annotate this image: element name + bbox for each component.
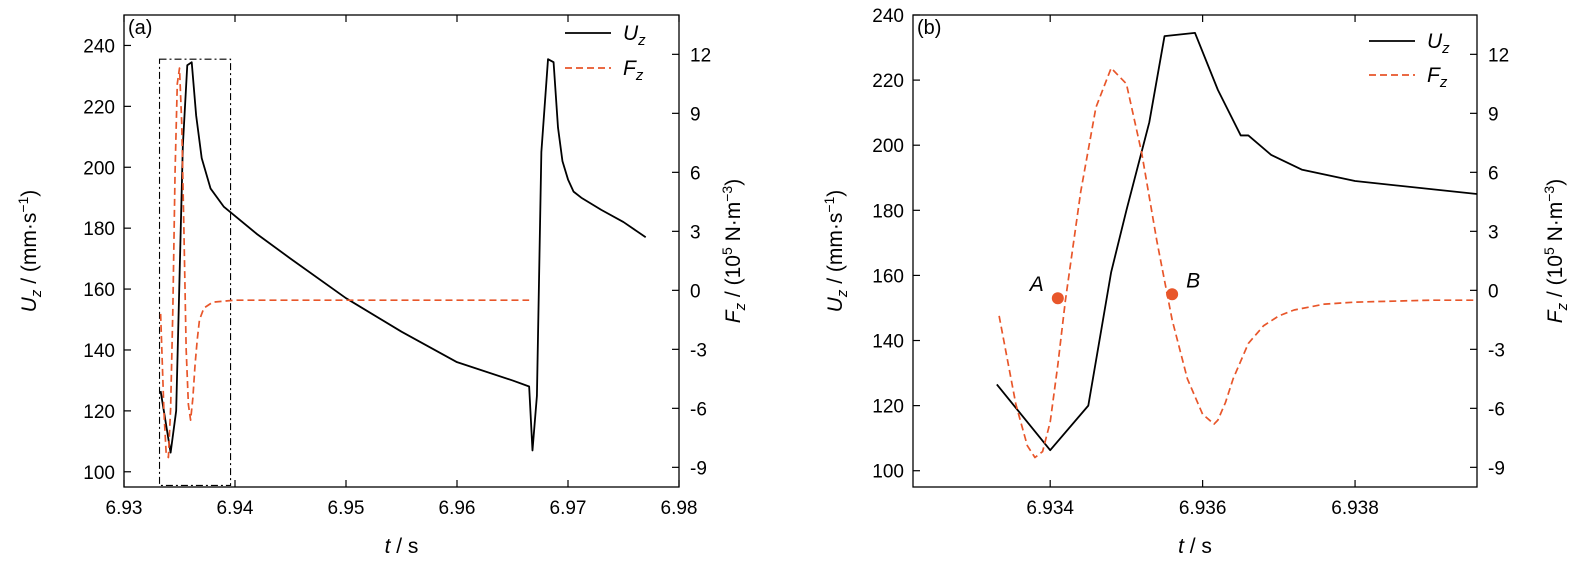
y-left-tick-label: 240 [872,6,904,27]
zoom-box [158,58,232,487]
y-left-tick-label: 220 [872,71,904,92]
y-right-tick-label: 9 [1488,104,1499,125]
series-line-uz [159,58,647,454]
series-line-uz [996,32,1477,452]
legend-label-uz: Uz [623,22,646,49]
series-line-fz [998,67,1477,459]
x-tick-label: 6.95 [328,498,365,519]
y-left-tick-label: 200 [83,158,115,179]
y-left-tick-label: 100 [83,463,115,484]
y-right-tick-label: 12 [1488,45,1509,66]
y-right-tick-label: -3 [690,340,707,361]
legend-label-uz: Uz [1427,30,1450,57]
y-left-tick-label: 160 [872,266,904,287]
panel-label: (b) [917,17,941,39]
plot-frame [123,14,680,488]
y-right-tick-label: 9 [690,104,701,125]
series-line-fz [159,67,530,459]
y-left-tick-label: 160 [83,280,115,301]
y-right-tick-label: 12 [690,45,711,66]
y-right-tick-label: 6 [1488,163,1499,184]
y-left-axis-label: Uz / (mm·s−1) [15,190,45,313]
x-tick-label: 6.934 [1026,498,1074,519]
chart-panel-b: (b)6.934 6.936 6.9381001201401601802002202… [821,6,1571,558]
x-tick-label: 6.938 [1331,498,1379,519]
y-left-tick-label: 200 [872,136,904,157]
panel-label: (a) [128,17,152,39]
legend-label-fz: Fz [1427,64,1448,91]
y-right-tick-label: -6 [1488,399,1505,420]
y-left-tick-label: 240 [83,36,115,57]
marker-point-a [1051,292,1064,305]
y-right-tick-label: -6 [690,399,707,420]
y-right-axis-label: Fz / (105 N·m−3) [1541,179,1571,323]
y-right-tick-label: -9 [690,458,707,479]
y-left-tick-label: 220 [83,97,115,118]
y-right-tick-label: -9 [1488,458,1505,479]
y-right-tick-label: 0 [1488,281,1499,302]
x-tick-label: 6.96 [439,498,476,519]
y-right-tick-label: 3 [1488,222,1499,243]
y-right-tick-label: -3 [1488,340,1505,361]
marker-point-b [1166,288,1179,301]
y-left-tick-label: 180 [872,201,904,222]
y-left-tick-label: 140 [872,332,904,353]
plot-frame [912,14,1478,488]
marker-label-b: B [1186,269,1200,292]
x-tick-label: 6.94 [217,498,254,519]
y-left-tick-label: 140 [83,341,115,362]
y-right-tick-label: 0 [690,281,701,302]
y-right-axis-label: Fz / (105 N·m−3) [719,179,749,323]
marker-label-a: A [1028,273,1044,296]
x-axis-label: t / s [1178,535,1212,558]
x-tick-label: 6.97 [550,498,587,519]
x-tick-label: 6.98 [661,498,698,519]
y-left-tick-label: 100 [872,462,904,483]
x-tick-label: 6.936 [1179,498,1227,519]
y-left-tick-label: 120 [872,397,904,418]
legend-label-fz: Fz [623,57,644,84]
y-right-tick-label: 6 [690,163,701,184]
y-left-axis-label: Uz / (mm·s−1) [821,190,851,313]
x-axis-label: t / s [385,535,419,558]
y-right-tick-label: 3 [690,222,701,243]
x-tick-label: 6.93 [106,498,143,519]
chart-panel-a: (a)6.93 6.94 6.95 6.96 6.97 6.981001201401601… [15,14,749,558]
y-left-tick-label: 120 [83,402,115,423]
y-left-tick-label: 180 [83,219,115,240]
